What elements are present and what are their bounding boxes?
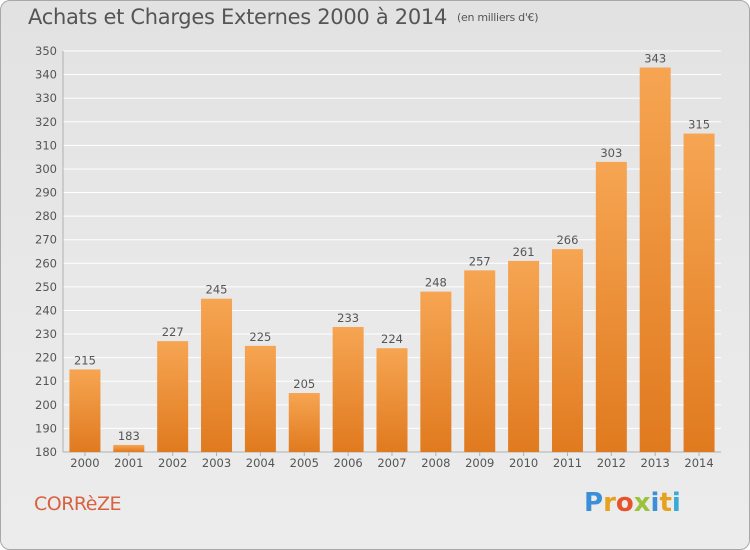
y-tick-label: 190 — [35, 421, 57, 435]
y-tick-label: 270 — [35, 233, 57, 247]
logo-letter: o — [615, 488, 634, 518]
logo-letter: P — [584, 488, 604, 518]
bar — [551, 249, 583, 452]
x-tick-label: 2002 — [158, 456, 187, 470]
x-tick-label: 2004 — [246, 456, 275, 470]
y-tick-label: 230 — [35, 327, 57, 341]
y-tick-label: 350 — [35, 44, 57, 58]
data-label: 248 — [425, 276, 447, 290]
data-label: 183 — [118, 429, 140, 443]
logo-letter: t — [659, 488, 672, 518]
bar — [244, 345, 276, 452]
data-label: 315 — [688, 118, 710, 132]
y-tick-label: 290 — [35, 186, 57, 200]
x-tick-label: 2003 — [202, 456, 231, 470]
bar — [683, 133, 715, 452]
bar — [376, 348, 408, 452]
data-label: 343 — [644, 52, 666, 66]
y-tick-label: 200 — [35, 398, 57, 412]
data-label: 245 — [206, 283, 228, 297]
chart-title-text: Achats et Charges Externes 2000 à 2014 — [28, 5, 448, 29]
bar — [420, 291, 452, 452]
y-tick-label: 330 — [35, 91, 57, 105]
data-label: 227 — [162, 325, 184, 339]
y-tick-label: 240 — [35, 303, 57, 317]
y-tick-label: 250 — [35, 280, 57, 294]
bar — [639, 67, 671, 452]
data-label: 257 — [469, 254, 491, 268]
x-tick-label: 2011 — [553, 456, 582, 470]
x-tick-label: 2000 — [70, 456, 99, 470]
y-tick-label: 180 — [35, 445, 57, 459]
bar — [201, 298, 233, 452]
y-tick-label: 280 — [35, 209, 57, 223]
logo-letter: x — [633, 488, 651, 518]
data-label: 261 — [513, 245, 535, 259]
y-tick-label: 310 — [35, 138, 57, 152]
data-label: 225 — [249, 330, 271, 344]
logo-letter: i — [671, 488, 681, 518]
bar — [508, 260, 540, 452]
chart-subtitle: (en milliers d'€) — [457, 11, 539, 24]
x-tick-label: 2005 — [290, 456, 319, 470]
bar — [69, 369, 101, 452]
chart-title: Achats et Charges Externes 2000 à 2014 (e… — [28, 5, 539, 29]
bar — [288, 393, 320, 452]
bar — [157, 341, 189, 452]
x-tick-label: 2010 — [509, 456, 538, 470]
y-tick-label: 300 — [35, 162, 57, 176]
x-tick-label: 2007 — [377, 456, 406, 470]
bar — [113, 444, 145, 452]
x-tick-label: 2009 — [465, 456, 494, 470]
x-tick-label: 2013 — [641, 456, 670, 470]
data-label: 233 — [337, 311, 359, 325]
x-tick-label: 2006 — [333, 456, 362, 470]
proxiti-logo: Proxiti — [584, 488, 681, 518]
data-label: 266 — [556, 233, 578, 247]
x-tick-label: 2008 — [421, 456, 450, 470]
region-label: CORRèZE — [34, 493, 121, 515]
data-label: 205 — [293, 377, 315, 391]
y-tick-label: 320 — [35, 115, 57, 129]
bar — [595, 161, 627, 453]
x-tick-label: 2014 — [684, 456, 713, 470]
y-tick-label: 210 — [35, 374, 57, 388]
data-label: 224 — [381, 332, 403, 346]
y-tick-label: 340 — [35, 68, 57, 82]
logo-letter: i — [650, 488, 660, 518]
bar — [464, 270, 496, 452]
y-tick-label: 260 — [35, 256, 57, 270]
x-tick-label: 2001 — [114, 456, 143, 470]
logo-letter: r — [603, 488, 616, 518]
data-label: 303 — [600, 146, 622, 160]
x-tick-label: 2012 — [597, 456, 626, 470]
data-label: 215 — [74, 353, 96, 367]
y-tick-label: 220 — [35, 351, 57, 365]
bar — [332, 326, 364, 452]
